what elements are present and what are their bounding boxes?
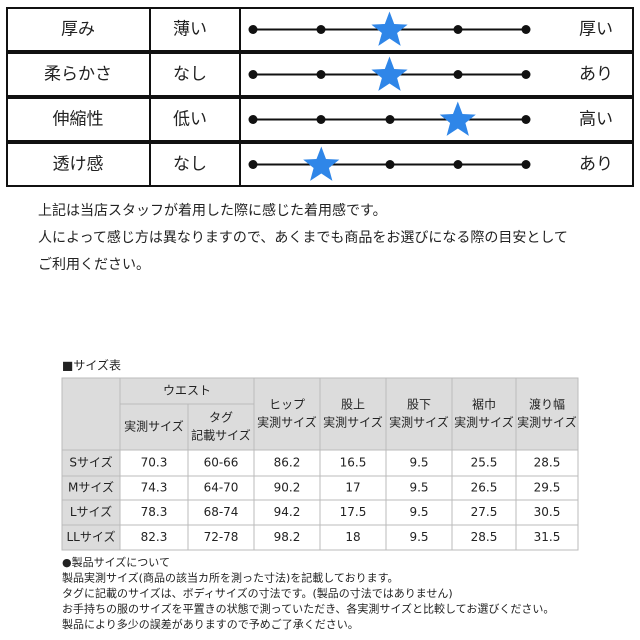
column-header: 記載サイズ bbox=[191, 428, 251, 443]
scale-dot bbox=[521, 25, 531, 34]
scale-dot bbox=[453, 160, 463, 169]
column-header: 渡り幅 bbox=[529, 397, 565, 412]
cell-value: 9.5 bbox=[409, 456, 428, 470]
high-label: あり bbox=[579, 155, 613, 175]
cell-value: 27.5 bbox=[471, 505, 498, 519]
footnote-line: ●製品サイズについて bbox=[62, 555, 170, 569]
cell-value: 60-66 bbox=[204, 456, 239, 470]
cell-value: 64-70 bbox=[204, 481, 239, 495]
low-label: 低い bbox=[173, 110, 207, 130]
cell-value: 28.5 bbox=[471, 530, 498, 544]
column-header: 実測サイズ bbox=[124, 419, 184, 434]
cell-value: 9.5 bbox=[409, 481, 428, 495]
scale-dot bbox=[521, 115, 531, 124]
cell-value: 98.2 bbox=[274, 530, 301, 544]
rating-star bbox=[371, 56, 408, 91]
cell-value: 18 bbox=[345, 530, 360, 544]
scale-dot bbox=[248, 160, 258, 169]
group-header: ウエスト bbox=[163, 384, 211, 398]
row-header: Sサイズ bbox=[69, 455, 112, 470]
column-header: 裾巾 bbox=[472, 397, 496, 412]
scale-dot bbox=[521, 160, 531, 169]
scale-dot bbox=[248, 25, 258, 34]
cell-value: 31.5 bbox=[534, 530, 561, 544]
scale-dot bbox=[316, 115, 326, 124]
scale-dot bbox=[316, 25, 326, 34]
cell-value: 30.5 bbox=[534, 505, 561, 519]
cell-value: 94.2 bbox=[274, 505, 301, 519]
size-table-title: ■サイズ表 bbox=[62, 358, 121, 373]
row-header: Mサイズ bbox=[68, 480, 114, 495]
cell-value: 68-74 bbox=[204, 505, 239, 519]
column-header: 実測サイズ bbox=[257, 415, 317, 430]
footnote-line: 製品により多少の誤差がありますので予めご了承ください。 bbox=[62, 617, 359, 631]
cell-value: 70.3 bbox=[141, 456, 168, 470]
scale-dot bbox=[385, 115, 395, 124]
cell-value: 28.5 bbox=[534, 456, 561, 470]
low-label: なし bbox=[173, 155, 207, 175]
cell-value: 86.2 bbox=[274, 456, 301, 470]
column-header: ヒップ bbox=[269, 398, 305, 412]
footnote-line: 製品実測サイズ(商品の該当カ所を測った寸法)を記載しております。 bbox=[62, 571, 399, 585]
scale-dot bbox=[316, 70, 326, 79]
row-header: LLサイズ bbox=[66, 529, 115, 544]
cell-value: 25.5 bbox=[471, 456, 498, 470]
cell-value: 26.5 bbox=[471, 481, 498, 495]
column-header: 実測サイズ bbox=[389, 415, 449, 430]
feel-label: 柔らかさ bbox=[44, 65, 112, 85]
cell-value: 17.5 bbox=[340, 505, 367, 519]
feel-label: 透け感 bbox=[53, 155, 104, 175]
note-line: 上記は当店スタッフが着用した際に感じた着用感です。 bbox=[38, 202, 387, 219]
cell-value: 78.3 bbox=[141, 505, 168, 519]
rating-star bbox=[439, 101, 476, 136]
feel-label: 厚み bbox=[61, 20, 95, 40]
column-header: 股下 bbox=[407, 398, 431, 412]
footnote-line: タグに記載のサイズは、ボディサイズの寸法です。(製品の寸法ではありません) bbox=[62, 586, 453, 600]
note-line: ご利用ください。 bbox=[38, 257, 150, 273]
cell-value: 29.5 bbox=[534, 481, 561, 495]
cell-value: 90.2 bbox=[274, 481, 301, 495]
scale-dot bbox=[521, 70, 531, 79]
high-label: あり bbox=[579, 65, 613, 85]
cell-value: 17 bbox=[345, 481, 360, 495]
cell-value: 72-78 bbox=[204, 530, 239, 544]
column-header: タグ bbox=[209, 411, 233, 425]
column-header: 実測サイズ bbox=[454, 415, 514, 430]
high-label: 厚い bbox=[579, 20, 613, 40]
low-label: なし bbox=[173, 65, 207, 85]
feel-label: 伸縮性 bbox=[53, 110, 104, 130]
low-label: 薄い bbox=[173, 20, 207, 40]
scale-dot bbox=[248, 115, 258, 124]
column-header: 実測サイズ bbox=[517, 415, 577, 430]
scale-dot bbox=[453, 25, 463, 34]
cell-value: 9.5 bbox=[409, 530, 428, 544]
note-line: 人によって感じ方は異なりますので、あくまでも商品をお選びになる際の目安として bbox=[38, 229, 568, 246]
cell-value: 74.3 bbox=[141, 481, 168, 495]
rating-star bbox=[303, 146, 340, 181]
rating-star bbox=[371, 11, 408, 46]
column-header: 実測サイズ bbox=[323, 415, 383, 430]
cell-value: 9.5 bbox=[409, 505, 428, 519]
footnote-line: お手持ちの服のサイズを平置きの状態で測っていただき、各実測サイズと比較してお選び… bbox=[62, 602, 554, 616]
column-header: 股上 bbox=[341, 398, 365, 412]
scale-dot bbox=[385, 160, 395, 169]
row-header: Lサイズ bbox=[70, 504, 112, 519]
cell-value: 16.5 bbox=[340, 456, 367, 470]
cell-value: 82.3 bbox=[141, 530, 168, 544]
scale-dot bbox=[248, 70, 258, 79]
high-label: 高い bbox=[579, 110, 613, 130]
scale-dot bbox=[453, 70, 463, 79]
